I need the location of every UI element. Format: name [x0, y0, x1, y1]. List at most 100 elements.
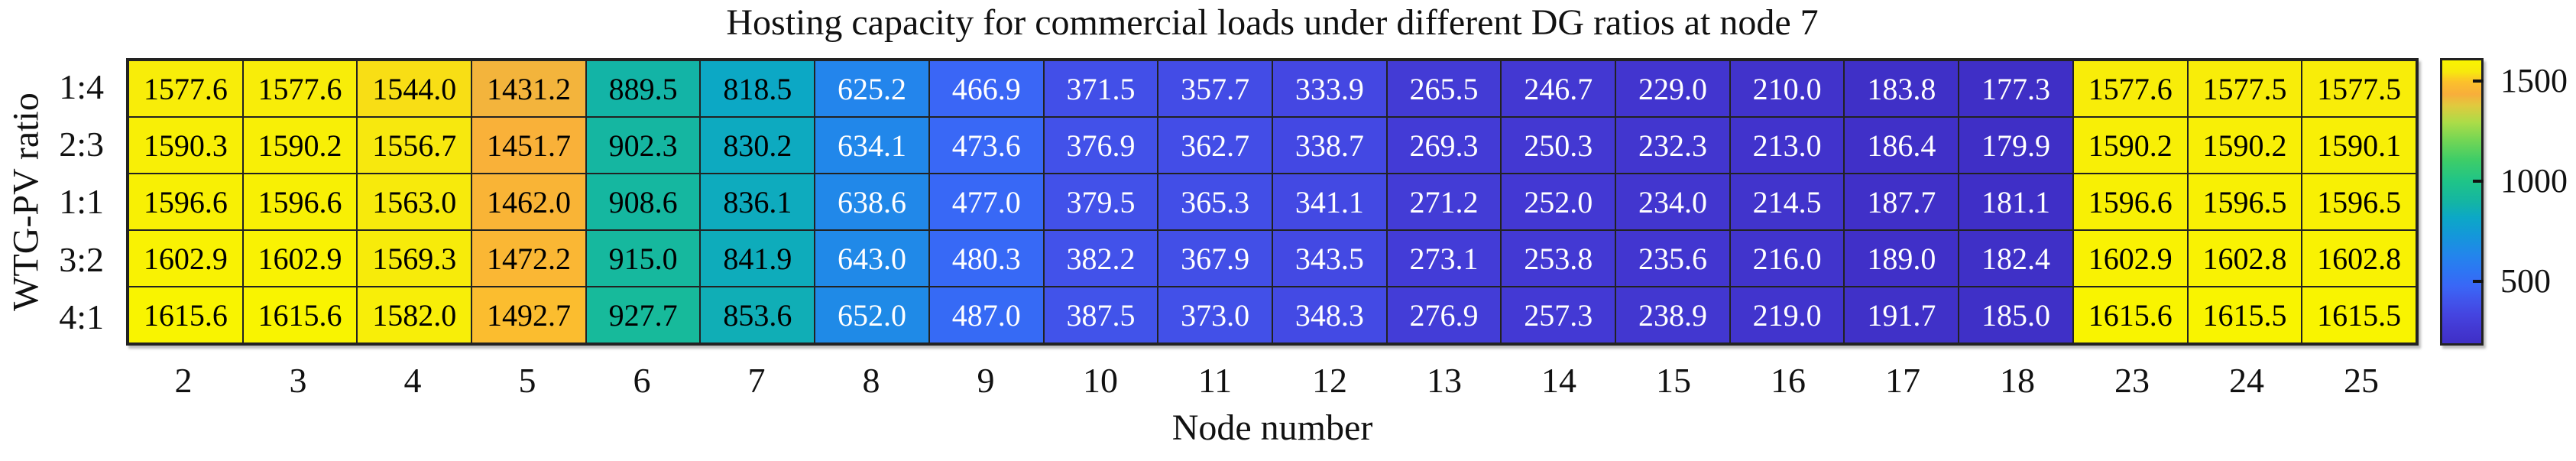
heatmap-cell: 210.0: [1729, 60, 1845, 117]
heatmap-cell: 830.2: [700, 117, 815, 174]
heatmap-cell: 343.5: [1272, 230, 1387, 287]
heatmap-cell: 229.0: [1615, 60, 1730, 117]
heatmap-cell: 219.0: [1729, 287, 1845, 343]
x-tick-label: 2: [174, 361, 193, 400]
heatmap-cell: 1596.6: [242, 174, 358, 230]
heatmap-cell: 1563.0: [357, 174, 472, 230]
heatmap-cell: 357.7: [1158, 60, 1272, 117]
y-tick-label: 1:4: [59, 67, 104, 106]
heatmap-cell: 183.8: [1844, 60, 1959, 117]
colorbar-tick: [2473, 80, 2484, 83]
x-tick-label: 25: [2344, 361, 2379, 400]
x-tick-label: 13: [1427, 361, 1462, 400]
x-tick-label: 10: [1083, 361, 1118, 400]
heatmap-cell: 466.9: [928, 60, 1044, 117]
heatmap-cell: 187.7: [1844, 174, 1959, 230]
heatmap-cell: 908.6: [585, 174, 701, 230]
heatmap-cell: 250.3: [1501, 117, 1616, 174]
heatmap-cell: 379.5: [1043, 174, 1158, 230]
heatmap-cell: 836.1: [700, 174, 815, 230]
x-tick-label: 23: [2114, 361, 2150, 400]
heatmap-cell: 1431.2: [471, 60, 586, 117]
x-tick-label: 3: [289, 361, 307, 400]
heatmap-cell: 1577.6: [128, 60, 243, 117]
heatmap-cell: 333.9: [1272, 60, 1387, 117]
heatmap-cell: 1615.5: [2302, 287, 2416, 343]
x-tick-label: 18: [2000, 361, 2035, 400]
y-tick-label: 1:1: [59, 182, 104, 222]
y-tick-label: 3:2: [59, 239, 104, 279]
x-tick-label: 15: [1656, 361, 1691, 400]
heatmap-cell: 338.7: [1272, 117, 1387, 174]
heatmap-cell: 182.4: [1959, 230, 2073, 287]
heatmap-cell: 246.7: [1501, 60, 1616, 117]
heatmap-cell: 1577.6: [2072, 60, 2188, 117]
colorbar-tick-label: 1500: [2500, 62, 2568, 100]
heatmap-cell: 1590.2: [242, 117, 358, 174]
heatmap-cell: 186.4: [1844, 117, 1959, 174]
heatmap-cell: 213.0: [1729, 117, 1845, 174]
x-tick-label: 12: [1312, 361, 1347, 400]
colorbar-tick-label: 1000: [2500, 161, 2568, 200]
heatmap-cell: 841.9: [700, 230, 815, 287]
heatmap-cell: 1544.0: [357, 60, 472, 117]
colorbar-tick: [2473, 179, 2484, 183]
heatmap-cell: 1602.8: [2302, 230, 2416, 287]
heatmap-cell: 1590.1: [2302, 117, 2416, 174]
heatmap-cell: 1577.6: [242, 60, 358, 117]
heatmap-cell: 1556.7: [357, 117, 472, 174]
heatmap-cell: 1492.7: [471, 287, 586, 343]
heatmap-cell: 276.9: [1386, 287, 1502, 343]
colorbar-tick-labels: 500 1000 1500: [2500, 58, 2574, 346]
heatmap-cell: 273.1: [1386, 230, 1502, 287]
x-tick-label: 6: [633, 361, 651, 400]
heatmap-cell: 1451.7: [471, 117, 586, 174]
x-tick-label: 7: [747, 361, 766, 400]
y-axis-ticks: 1:4 2:3 1:1 3:2 4:1: [0, 58, 116, 346]
x-tick-label: 16: [1771, 361, 1806, 400]
heatmap-cell: 362.7: [1158, 117, 1272, 174]
heatmap-cell: 235.6: [1615, 230, 1730, 287]
heatmap-cell: 1590.3: [128, 117, 243, 174]
heatmap-cell: 480.3: [928, 230, 1044, 287]
heatmap-cell: 1569.3: [357, 230, 472, 287]
heatmap-cell: 348.3: [1272, 287, 1387, 343]
colorbar-tick: [2473, 279, 2484, 283]
heatmap-cell: 373.0: [1158, 287, 1272, 343]
colorbar-tick-label: 500: [2500, 261, 2551, 300]
heatmap-cell: 365.3: [1158, 174, 1272, 230]
chart-title: Hosting capacity for commercial loads un…: [726, 2, 1819, 43]
heatmap-cell: 1590.2: [2187, 117, 2302, 174]
heatmap-cell: 232.3: [1615, 117, 1730, 174]
x-axis-ticks: 2 3 4 5 6 7 8 9 10 11 12 13 14 15 16 17 18 23 24 25: [126, 358, 2419, 404]
x-tick-label: 4: [403, 361, 422, 400]
heatmap-cell: 1602.8: [2187, 230, 2302, 287]
heatmap-cell: 473.6: [928, 117, 1044, 174]
heatmap-cell: 643.0: [815, 230, 929, 287]
heatmap-cell: 1596.6: [2072, 174, 2188, 230]
heatmap-cell: 271.2: [1386, 174, 1502, 230]
heatmap-grid: 1577.6 1577.6 1544.0 1431.2 889.5 818.5 625.2 4…: [126, 58, 2419, 346]
heatmap-cell: 1577.5: [2187, 60, 2302, 117]
heatmap-cell: 1615.5: [2187, 287, 2302, 343]
heatmap-cell: 634.1: [815, 117, 929, 174]
heatmap-cell: 177.3: [1959, 60, 2073, 117]
heatmap-cell: 638.6: [815, 174, 929, 230]
heatmap-cell: 238.9: [1615, 287, 1730, 343]
heatmap-cell: 1602.9: [2072, 230, 2188, 287]
x-tick-label: 11: [1197, 361, 1233, 400]
x-tick-label: 9: [977, 361, 995, 400]
heatmap-cell: 818.5: [700, 60, 815, 117]
heatmap-cell: 652.0: [815, 287, 929, 343]
heatmap-cell: 1462.0: [471, 174, 586, 230]
x-tick-label: 14: [1541, 361, 1576, 400]
heatmap-cell: 382.2: [1043, 230, 1158, 287]
heatmap-cell: 487.0: [928, 287, 1044, 343]
heatmap-cell: 1615.6: [2072, 287, 2188, 343]
x-tick-label: 8: [862, 361, 880, 400]
heatmap-cell: 253.8: [1501, 230, 1616, 287]
heatmap-cell: 216.0: [1729, 230, 1845, 287]
x-tick-label: 24: [2229, 361, 2264, 400]
heatmap-cell: 189.0: [1844, 230, 1959, 287]
heatmap-cell: 1577.5: [2302, 60, 2416, 117]
